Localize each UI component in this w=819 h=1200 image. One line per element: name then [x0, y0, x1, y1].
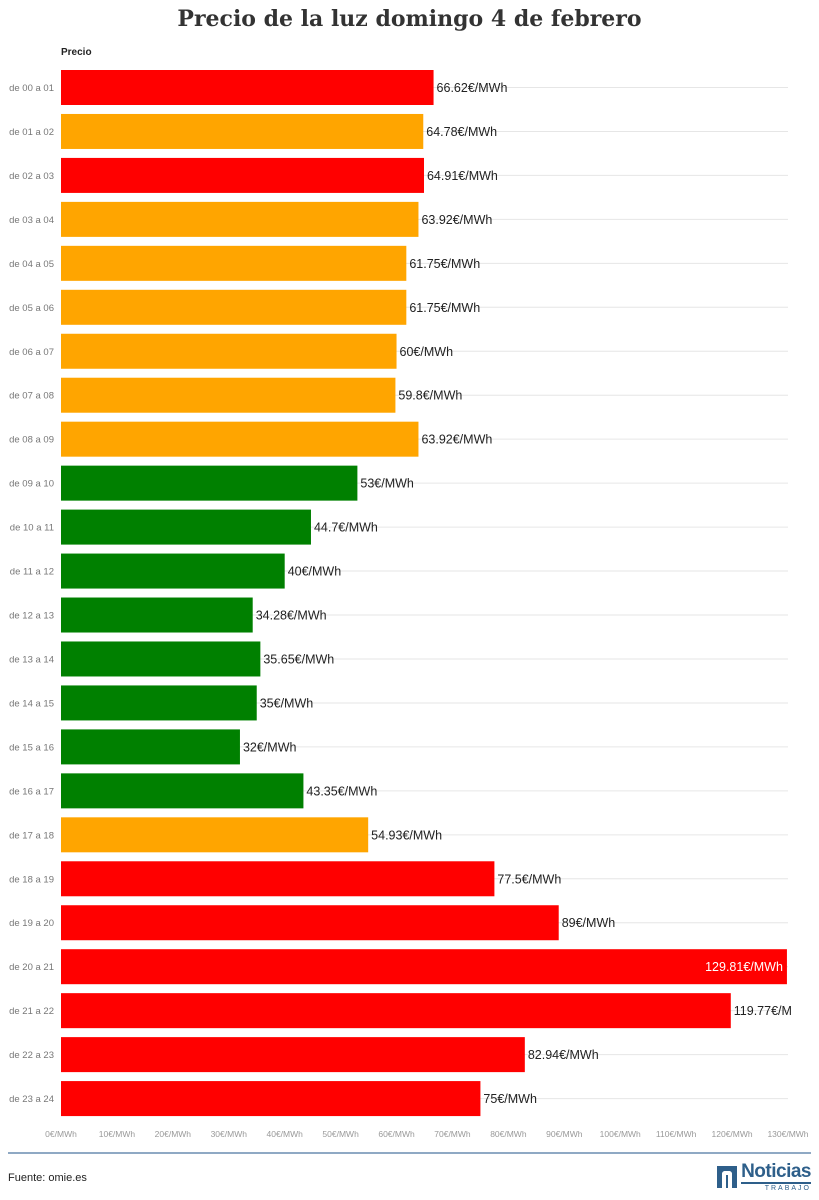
category-label: de 06 a 07 [9, 347, 54, 358]
x-tick-label: 10€/MWh [99, 1129, 136, 1139]
bar [61, 685, 257, 721]
logo-subtitle: TRABAJO [741, 1182, 811, 1192]
x-tick-label: 50€/MWh [322, 1129, 359, 1139]
x-tick-label: 40€/MWh [267, 1129, 304, 1139]
bar [61, 817, 369, 853]
category-label: de 09 a 10 [9, 479, 54, 490]
category-label: de 02 a 03 [9, 171, 54, 182]
data-label: 129.81€/MWh [705, 960, 783, 974]
bar [61, 905, 559, 941]
bar-chart: de 00 a 01 66.62€/MWh de 01 a 02 64.78€/MWh… [9, 70, 809, 1139]
publisher-logo: Noticias TRABAJO [717, 1162, 811, 1192]
data-label: 63.92€/MWh [421, 433, 492, 447]
data-label: 66.62€/MWh [437, 81, 508, 95]
data-label: 34.28€/MWh [256, 609, 327, 623]
bar [61, 333, 397, 369]
bar [61, 729, 240, 765]
category-label: de 13 a 14 [9, 654, 54, 665]
bar [61, 597, 253, 633]
data-label: 119.77€/M [734, 1004, 792, 1018]
x-tick-label: 120€/MWh [712, 1129, 753, 1139]
category-label: de 11 a 12 [10, 567, 54, 578]
bar [61, 465, 358, 501]
bar [61, 509, 311, 545]
data-label: 54.93€/MWh [371, 828, 442, 842]
x-tick-label: 80€/MWh [490, 1129, 527, 1139]
category-label: de 03 a 04 [9, 215, 54, 226]
x-tick-label: 90€/MWh [546, 1129, 583, 1139]
source-note: Fuente: omie.es [8, 1172, 87, 1184]
logo-name: Noticias [741, 1161, 811, 1182]
data-label: 63.92€/MWh [421, 213, 492, 227]
data-label: 32€/MWh [243, 740, 297, 754]
bar [61, 421, 419, 457]
bar [61, 377, 396, 413]
bar [61, 949, 787, 985]
data-label: 44.7€/MWh [314, 521, 378, 535]
data-label: 60€/MWh [400, 345, 454, 359]
category-label: de 04 a 05 [9, 259, 54, 270]
category-label: de 15 a 16 [9, 742, 54, 753]
category-label: de 14 a 15 [9, 698, 54, 709]
x-tick-label: 70€/MWh [434, 1129, 471, 1139]
bar [61, 70, 434, 105]
x-tick-label: 60€/MWh [378, 1129, 415, 1139]
category-label: de 21 a 22 [9, 1006, 54, 1017]
data-label: 43.35€/MWh [306, 784, 377, 798]
category-label: de 20 a 21 [9, 962, 54, 973]
bar [61, 993, 731, 1029]
bar [61, 201, 419, 237]
category-label: de 19 a 20 [9, 918, 54, 929]
x-tick-label: 30€/MWh [211, 1129, 248, 1139]
bar [61, 1081, 481, 1117]
data-label: 64.91€/MWh [427, 169, 498, 183]
data-label: 64.78€/MWh [426, 125, 497, 139]
bar [61, 861, 495, 897]
category-label: de 16 a 17 [9, 786, 54, 797]
category-label: de 23 a 24 [9, 1094, 54, 1105]
data-label: 89€/MWh [562, 916, 616, 930]
bar [61, 1037, 525, 1073]
category-label: de 08 a 09 [9, 435, 54, 446]
chart-title: Precio de la luz domingo 4 de febrero [177, 6, 642, 32]
data-label: 35€/MWh [260, 696, 314, 710]
x-tick-label: 110€/MWh [656, 1129, 697, 1139]
x-tick-label: 100€/MWh [600, 1129, 641, 1139]
data-label: 35.65€/MWh [263, 652, 334, 666]
footer-divider [8, 1152, 811, 1154]
category-label: de 00 a 01 [9, 83, 54, 94]
category-label: de 01 a 02 [9, 127, 54, 138]
category-label: de 22 a 23 [9, 1050, 54, 1061]
category-label: de 12 a 13 [9, 611, 54, 622]
category-label: de 10 a 11 [10, 523, 54, 534]
x-tick-label: 130€/MWh [767, 1129, 808, 1139]
data-label: 82.94€/MWh [528, 1048, 599, 1062]
bar [61, 113, 424, 149]
bar [61, 553, 285, 589]
data-label: 40€/MWh [288, 565, 342, 579]
category-label: de 07 a 08 [9, 391, 54, 402]
category-label: de 18 a 19 [9, 874, 54, 885]
bar [61, 773, 304, 809]
bar [61, 157, 424, 193]
column-header: Precio [61, 47, 92, 58]
x-tick-label: 0€/MWh [45, 1129, 77, 1139]
bar [61, 289, 407, 325]
data-label: 61.75€/MWh [409, 257, 480, 271]
data-label: 75€/MWh [483, 1092, 537, 1106]
logo-mark-icon [717, 1166, 738, 1188]
category-label: de 05 a 06 [9, 303, 54, 314]
bar [61, 245, 407, 281]
category-label: de 17 a 18 [9, 830, 54, 841]
data-label: 77.5€/MWh [497, 872, 561, 886]
bar [61, 641, 261, 677]
x-tick-label: 20€/MWh [155, 1129, 192, 1139]
data-label: 61.75€/MWh [409, 301, 480, 315]
data-label: 59.8€/MWh [398, 389, 462, 403]
data-label: 53€/MWh [360, 477, 414, 491]
